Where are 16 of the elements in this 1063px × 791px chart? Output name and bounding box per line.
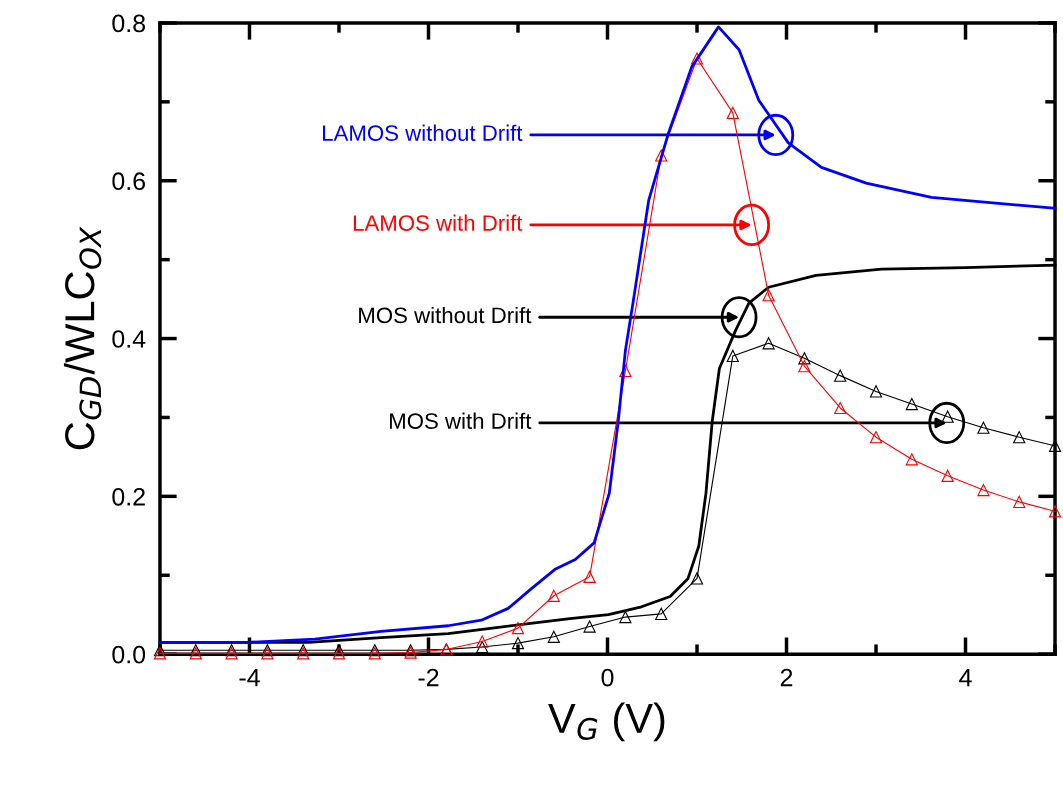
annotation: LAMOS with Drift bbox=[353, 214, 523, 231]
x-tick-label: 0 bbox=[601, 668, 614, 687]
annotation: MOS with Drift bbox=[390, 412, 532, 429]
x-tick-label: 2 bbox=[780, 668, 793, 687]
x-tick-label: -2 bbox=[418, 668, 439, 687]
x-tick-label: -4 bbox=[239, 668, 260, 687]
y-tick-label: 0.2 bbox=[112, 487, 145, 506]
x-tick-label: 4 bbox=[959, 668, 972, 687]
y-tick-label: 0.0 bbox=[112, 645, 146, 664]
y-tick-label: 0.8 bbox=[112, 14, 146, 33]
y-tick-label: 0.6 bbox=[112, 172, 145, 191]
y-axis-title: C$_{GD}$/WLC$_{OX}$ bbox=[63, 226, 102, 450]
x-axis-title: V$_{G}$ (V) bbox=[548, 702, 665, 742]
annotation: LAMOS without Drift bbox=[323, 124, 523, 141]
y-tick-label: 0.4 bbox=[112, 330, 146, 348]
annotation: MOS without Drift bbox=[359, 306, 532, 324]
